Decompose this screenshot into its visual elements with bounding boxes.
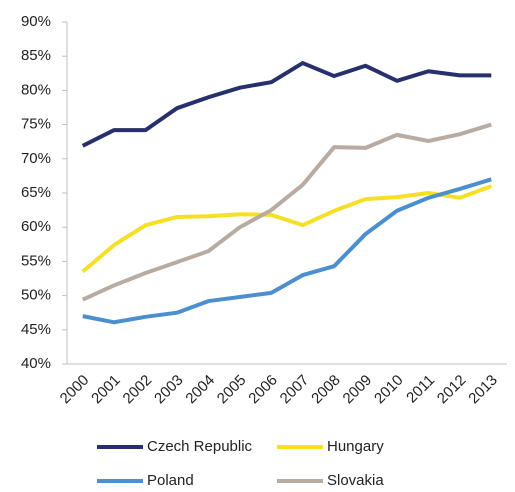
- y-tick-label: 70%: [21, 150, 51, 167]
- x-tick-label: 2010: [371, 372, 407, 408]
- x-tick-label: 2013: [465, 372, 501, 408]
- x-tick-label: 2012: [434, 372, 470, 408]
- x-tick-label: 2011: [403, 372, 438, 407]
- x-tick-label: 2009: [340, 372, 376, 408]
- y-tick-label: 40%: [21, 355, 51, 372]
- x-tick-label: 2006: [245, 372, 281, 408]
- line-series: [81, 122, 492, 302]
- x-tick-label: 2000: [57, 372, 93, 408]
- line-series: [81, 61, 492, 148]
- legend-label: Slovakia: [327, 472, 384, 489]
- y-tick-label: 85%: [21, 47, 51, 64]
- legend-label: Poland: [147, 472, 194, 489]
- y-tick-label: 50%: [21, 287, 51, 304]
- legend-label: Czech Republic: [147, 438, 253, 455]
- y-tick-label: 55%: [21, 252, 51, 269]
- y-tick-label: 80%: [21, 81, 51, 98]
- x-tick-label: 2002: [120, 372, 156, 408]
- y-tick-label: 45%: [21, 321, 51, 338]
- x-tick-label: 2003: [151, 372, 187, 408]
- y-tick-label: 60%: [21, 218, 51, 235]
- x-tick-label: 2005: [214, 372, 250, 408]
- x-tick-label: 2007: [277, 372, 313, 408]
- line-series: [82, 177, 492, 325]
- y-tick-label: 65%: [21, 184, 51, 201]
- y-tick-label: 75%: [21, 116, 51, 133]
- line-series: [81, 184, 492, 274]
- x-tick-label: 2001: [88, 372, 124, 408]
- x-tick-label: 2004: [182, 372, 218, 408]
- legend-label: Hungary: [327, 438, 384, 455]
- y-tick-label: 90%: [21, 13, 51, 30]
- x-tick-label: 2008: [308, 372, 344, 408]
